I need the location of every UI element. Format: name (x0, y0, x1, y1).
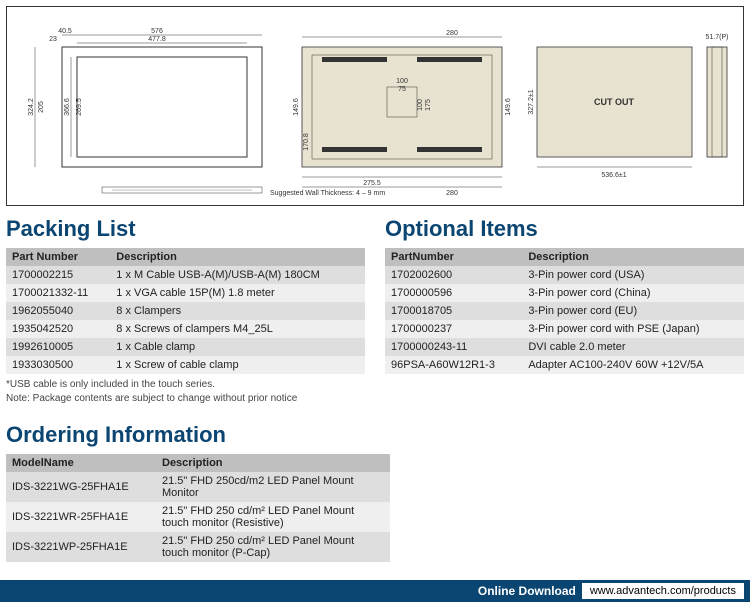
table-cell: 3-Pin power cord (USA) (522, 266, 744, 284)
column-header: Description (110, 248, 365, 266)
table-row: 19620550408 x Clampers (6, 302, 365, 320)
column-header: ModelName (6, 454, 156, 472)
svg-text:40.5: 40.5 (58, 28, 72, 35)
svg-text:51.7(P): 51.7(P) (706, 34, 729, 41)
table-cell: 1 x Cable clamp (110, 338, 365, 356)
table-cell: 1935042520 (6, 320, 110, 338)
table-row: IDS-3221WG-25FHA1E21.5" FHD 250cd/m2 LED… (6, 472, 390, 502)
table-cell: 1702002600 (385, 266, 522, 284)
table-row: 96PSA-A60W12R1-3Adapter AC100-240V 60W +… (385, 356, 744, 374)
column-header: PartNumber (385, 248, 522, 266)
svg-text:170.8: 170.8 (303, 133, 310, 151)
table-row: 19330305001 x Screw of cable clamp (6, 356, 365, 374)
svg-text:205: 205 (38, 101, 45, 113)
table-cell: 1 x M Cable USB-A(M)/USB-A(M) 180CM (110, 266, 365, 284)
svg-text:280: 280 (446, 30, 458, 37)
table-cell: 21.5" FHD 250 cd/m² LED Panel Mount touc… (156, 532, 390, 562)
column-header: Description (522, 248, 744, 266)
svg-text:366.6: 366.6 (64, 98, 71, 116)
table-cell: IDS-3221WG-25FHA1E (6, 472, 156, 502)
table-cell: 1700000243-11 (385, 338, 522, 356)
svg-text:175: 175 (425, 99, 432, 111)
table-cell: DVI cable 2.0 meter (522, 338, 744, 356)
ordering-table: ModelNameDescription IDS-3221WG-25FHA1E2… (6, 454, 390, 562)
svg-text:CUT OUT: CUT OUT (594, 97, 634, 107)
packing-list-section: Packing List Part NumberDescription 1700… (6, 216, 365, 406)
table-cell: 21.5" FHD 250 cd/m² LED Panel Mount touc… (156, 502, 390, 532)
table-cell: 1962055040 (6, 302, 110, 320)
table-row: 1700021332-111 x VGA cable 15P(M) 1.8 me… (6, 284, 365, 302)
table-row: IDS-3221WR-25FHA1E21.5" FHD 250 cd/m² LE… (6, 502, 390, 532)
svg-text:576: 576 (151, 28, 163, 35)
optional-items-title: Optional Items (385, 216, 744, 242)
table-cell: 96PSA-A60W12R1-3 (385, 356, 522, 374)
download-label: Online Download (478, 584, 576, 598)
svg-text:Suggested Wall Thickness: 4 –: Suggested Wall Thickness: 4 – 9 mm (270, 190, 385, 197)
table-cell: IDS-3221WR-25FHA1E (6, 502, 156, 532)
optional-items-table: PartNumberDescription 17020026003-Pin po… (385, 248, 744, 374)
svg-text:536.6±1: 536.6±1 (601, 172, 626, 179)
ordering-section: Ordering Information ModelNameDescriptio… (0, 418, 750, 574)
ordering-title: Ordering Information (6, 422, 744, 448)
table-cell: 21.5" FHD 250cd/m2 LED Panel Mount Monit… (156, 472, 390, 502)
packing-list-title: Packing List (6, 216, 365, 242)
table-cell: IDS-3221WP-25FHA1E (6, 532, 156, 562)
table-cell: 1 x VGA cable 15P(M) 1.8 meter (110, 284, 365, 302)
table-cell: Adapter AC100-240V 60W +12V/5A (522, 356, 744, 374)
packing-list-table: Part NumberDescription 17000022151 x M C… (6, 248, 365, 374)
svg-text:149.6: 149.6 (505, 98, 512, 116)
table-cell: 8 x Screws of clampers M4_25L (110, 320, 365, 338)
table-row: 19350425208 x Screws of clampers M4_25L (6, 320, 365, 338)
svg-text:269.5: 269.5 (76, 98, 83, 116)
table-row: 1700000243-11DVI cable 2.0 meter (385, 338, 744, 356)
table-row: 19926100051 x Cable clamp (6, 338, 365, 356)
technical-drawing: 576 477.8 40.5 23 324.2 205 366.6 269.5 (6, 6, 744, 206)
table-row: 17000187053-Pin power cord (EU) (385, 302, 744, 320)
table-cell: 3-Pin power cord (EU) (522, 302, 744, 320)
table-row: 17000022151 x M Cable USB-A(M)/USB-A(M) … (6, 266, 365, 284)
table-cell: 1700018705 (385, 302, 522, 320)
packing-footnotes: *USB cable is only included in the touch… (6, 378, 365, 406)
table-cell: 1992610005 (6, 338, 110, 356)
svg-text:327.2±1: 327.2±1 (528, 89, 535, 114)
table-cell: 1700021332-11 (6, 284, 110, 302)
table-row: 17000002373-Pin power cord with PSE (Jap… (385, 320, 744, 338)
table-row: IDS-3221WP-25FHA1E21.5" FHD 250 cd/m² LE… (6, 532, 390, 562)
svg-text:149.6: 149.6 (293, 98, 300, 116)
table-cell: 1700000596 (385, 284, 522, 302)
table-cell: 1700002215 (6, 266, 110, 284)
svg-text:100: 100 (417, 99, 424, 111)
svg-text:75: 75 (398, 86, 406, 93)
table-row: 17020026003-Pin power cord (USA) (385, 266, 744, 284)
column-header: Part Number (6, 248, 110, 266)
table-cell: 1933030500 (6, 356, 110, 374)
table-cell: 8 x Clampers (110, 302, 365, 320)
column-header: Description (156, 454, 390, 472)
optional-items-section: Optional Items PartNumberDescription 170… (385, 216, 744, 406)
svg-text:477.8: 477.8 (148, 36, 166, 43)
table-cell: 1700000237 (385, 320, 522, 338)
table-row: 17000005963-Pin power cord (China) (385, 284, 744, 302)
table-cell: 3-Pin power cord (China) (522, 284, 744, 302)
download-url[interactable]: www.advantech.com/products (582, 583, 744, 599)
download-bar: Online Download www.advantech.com/produc… (0, 580, 750, 602)
svg-text:275.5: 275.5 (363, 180, 381, 187)
table-cell: 3-Pin power cord with PSE (Japan) (522, 320, 744, 338)
table-cell: 1 x Screw of cable clamp (110, 356, 365, 374)
svg-text:280: 280 (446, 190, 458, 197)
svg-text:324.2: 324.2 (28, 98, 35, 116)
svg-text:100: 100 (396, 78, 408, 85)
svg-text:23: 23 (49, 36, 57, 43)
